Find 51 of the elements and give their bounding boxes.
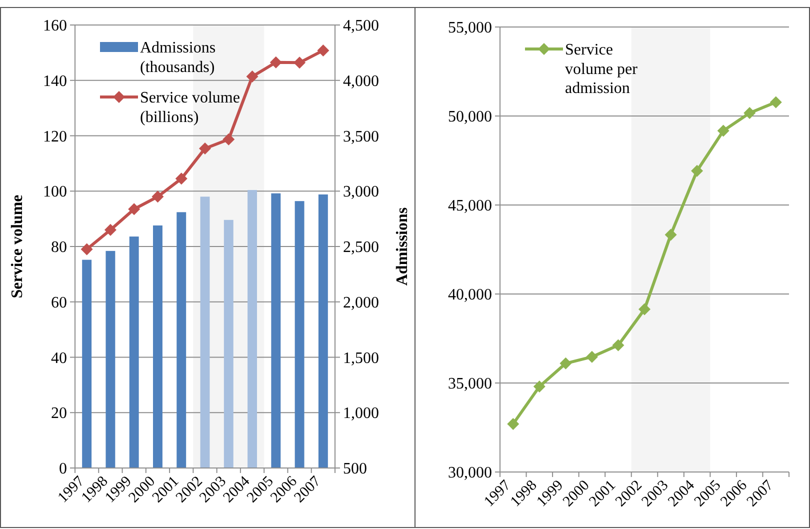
y2-tick-label: 2,500 [343,239,379,256]
y2-tick-label: 3,500 [343,128,379,146]
point [664,228,677,241]
y-tick-label: 20 [51,405,67,422]
point [104,224,116,236]
point [175,172,188,185]
y-tick-label: 40 [51,350,67,367]
point [246,70,258,82]
y-tick-label: 120 [43,128,67,146]
legend-label: Service volume (billions) [140,90,240,126]
y-tick-label: 40,000 [448,286,492,304]
point [128,203,140,216]
y-tick-label: 140 [43,72,67,90]
point [560,357,572,370]
y-tick-label: 55,000 [448,20,492,37]
y-tick-label: 50,000 [448,108,492,126]
y-tick-label: 80 [51,239,67,256]
y-tick-label: 60 [51,294,67,312]
legend-label: Admissions (thousands) [140,40,216,76]
y-tick-label: 160 [43,18,67,35]
point [294,56,306,69]
point [770,96,782,108]
point [586,350,598,363]
y2-tick-label: 1,000 [343,405,379,422]
y-tick-label: 30,000 [448,464,492,482]
y2-tick-label: 500 [343,460,367,478]
y2-tick-label: 4,500 [343,18,379,35]
point [744,106,756,119]
point [717,124,730,137]
point [533,380,546,393]
y-tick-label: 0 [59,460,67,478]
y-axis-title: Service volume [9,194,26,298]
y-tick-label: 100 [43,184,67,201]
point [80,243,93,256]
y-tick-label: 45,000 [448,198,492,215]
y2-axis-title: Admissions [394,207,411,286]
point [222,133,235,146]
y2-tick-label: 1,500 [343,350,379,367]
y-tick-label: 35,000 [448,376,492,393]
y2-tick-label: 4,000 [343,72,379,90]
point [507,418,520,430]
point [152,190,164,203]
y2-tick-label: 3,000 [343,184,379,201]
point [638,303,650,316]
point [612,339,624,352]
legend-label: Service volume per admission [565,42,638,97]
point [691,164,704,177]
point [270,56,282,68]
y2-tick-label: 2,000 [343,294,379,312]
point [317,44,330,56]
point [199,142,211,154]
